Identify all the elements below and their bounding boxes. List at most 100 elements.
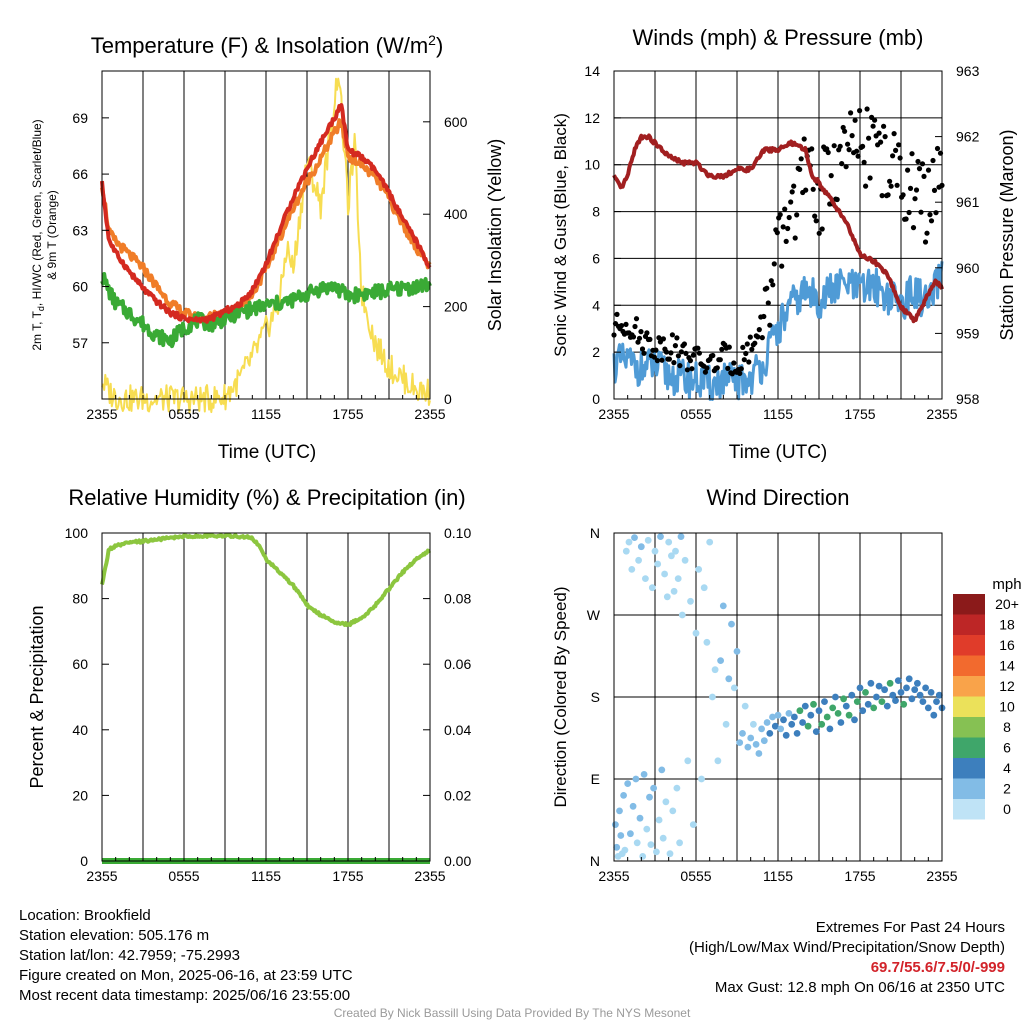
gust-point	[690, 352, 697, 358]
wind-direction-point	[848, 691, 856, 699]
wind-direction-point	[826, 725, 834, 733]
wind-direction-point	[646, 793, 653, 801]
wind-direction-point	[647, 841, 655, 848]
gust-point	[879, 193, 885, 199]
wind-direction-point	[635, 556, 642, 564]
gust-point	[906, 209, 912, 216]
gust-point	[632, 323, 638, 330]
extremes-title: Extremes For Past 24 Hours	[815, 919, 1005, 936]
gust-point	[656, 335, 662, 341]
x-tick-label: 1755	[844, 406, 875, 422]
y-tick-label: 60	[72, 279, 88, 295]
wind-direction-point	[628, 566, 636, 573]
gust-point	[678, 349, 685, 355]
gust-point	[792, 235, 798, 241]
wind-direction-point	[750, 720, 757, 728]
wind-direction-point	[622, 547, 630, 555]
wind-direction-point	[632, 775, 640, 783]
wind-direction-point	[914, 679, 921, 687]
gust-point	[777, 212, 783, 218]
pressure-y-axis-label: Station Pressure (Maroon)	[997, 129, 1017, 340]
wind-direction-point	[669, 807, 677, 815]
gust-point	[675, 353, 682, 359]
gust-point	[846, 147, 852, 153]
gust-point	[660, 336, 667, 342]
wind-direction-point	[741, 702, 749, 710]
winds-panel-title: Winds (mph) & Pressure (mb)	[633, 25, 924, 50]
y-tick-label: 80	[72, 591, 88, 607]
gust-point	[618, 323, 625, 329]
winds-y-axis-label: Sonic Wind & Gust (Blue, Black)	[551, 113, 570, 357]
wind-direction-point	[730, 684, 738, 692]
gust-point	[755, 334, 761, 340]
wind-direction-point	[739, 730, 746, 737]
gust-point	[794, 212, 800, 218]
wind-direction-panel: Wind Direction 2355 0555 1155 1755 2355NESWN…	[551, 485, 1022, 884]
legend-label: 16	[999, 637, 1015, 653]
gust-point	[635, 339, 641, 345]
wind-direction-point	[636, 814, 644, 822]
gust-point	[644, 330, 650, 336]
gust-point	[717, 357, 723, 363]
y2-tick-label: 400	[444, 206, 468, 222]
y-tick-label: 0	[592, 391, 600, 407]
wind-direction-point	[728, 620, 735, 628]
wind-direction-panel-title: Wind Direction	[706, 485, 849, 510]
wind-direction-point	[719, 602, 727, 610]
gust-point	[786, 214, 792, 221]
y-tick-label: W	[587, 607, 601, 623]
x-tick-label: 2355	[926, 868, 957, 884]
gust-point	[843, 164, 849, 170]
gust-point	[919, 161, 926, 167]
y-tick-label: 20	[72, 787, 88, 803]
winds-ticks: 2355 0555 1155 1755 235502468101214958959960…	[584, 63, 979, 422]
wind-direction-point	[801, 702, 809, 710]
gust-point	[867, 175, 873, 181]
wind-direction-point	[689, 821, 697, 828]
y-tick-label: E	[591, 771, 600, 787]
y2-tick-label: 0.10	[444, 525, 471, 541]
temperature-grid	[142, 71, 390, 399]
humidity-series-line	[100, 532, 432, 627]
wind-direction-point	[733, 648, 741, 655]
station-elevation: Station elevation: 505.176 m	[19, 927, 210, 944]
gust-point	[704, 365, 710, 371]
wind-direction-point	[793, 730, 801, 737]
gust-point	[651, 354, 658, 360]
wind-direction-point	[642, 575, 649, 582]
legend-swatch	[953, 717, 985, 738]
wind-direction-point	[870, 704, 878, 712]
wind-direction-point	[881, 686, 888, 694]
gust-point	[888, 183, 894, 189]
x-tick-label: 1755	[844, 868, 875, 884]
y2-tick-label: 963	[956, 63, 980, 79]
temperature-ticks: 2355 0555 1155 1755 2355 57 60 63 66 69 0 200 400 600	[72, 110, 467, 422]
gust-point	[746, 359, 752, 365]
gust-point	[916, 166, 923, 172]
wind-direction-point	[927, 689, 935, 696]
humidity-panel-title: Relative Humidity (%) & Precipitation (i…	[68, 485, 465, 510]
temperature-panel-title: Temperature (F) & Insolation (W/m2)	[91, 32, 444, 58]
gust-point	[630, 334, 637, 340]
gust-point	[837, 143, 843, 149]
gust-point	[930, 157, 936, 164]
gust-point	[887, 178, 893, 184]
gust-point	[870, 123, 876, 129]
gust-point	[860, 143, 866, 149]
gust-point	[872, 117, 878, 123]
extremes-description: (High/Low/Max Wind/Precipitation/Snow De…	[689, 939, 1005, 956]
legend-label: 8	[1003, 719, 1011, 735]
wind-direction-point	[695, 566, 703, 573]
wind-direction-point	[657, 533, 664, 540]
gust-point	[927, 212, 933, 218]
wind-direction-point	[875, 682, 883, 690]
gust-point	[771, 261, 777, 267]
y-tick-label: 100	[65, 525, 89, 541]
wind-direction-point	[665, 538, 673, 546]
wind-direction-point	[627, 830, 634, 838]
winds-panel: Winds (mph) & Pressure (mb) 2355 0555 1155…	[551, 25, 1017, 463]
wind-direction-point	[684, 757, 692, 765]
wind-direction-point	[922, 684, 929, 692]
wind-direction-point	[878, 698, 886, 705]
gust-point	[885, 192, 891, 198]
